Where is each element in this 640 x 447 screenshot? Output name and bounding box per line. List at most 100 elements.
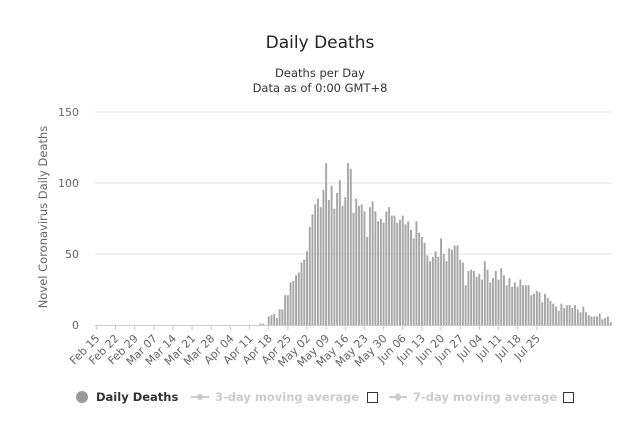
bar[interactable] (415, 221, 418, 325)
bar[interactable] (325, 163, 328, 325)
bar[interactable] (502, 275, 505, 325)
bar[interactable] (472, 271, 475, 325)
bar[interactable] (429, 261, 432, 325)
bar[interactable] (377, 221, 380, 325)
bar[interactable] (385, 211, 388, 325)
bar[interactable] (341, 205, 344, 325)
bar[interactable] (541, 302, 544, 325)
bar[interactable] (470, 269, 473, 325)
checkbox-3-day-moving-average[interactable] (367, 392, 378, 403)
bar[interactable] (442, 254, 445, 325)
bar[interactable] (492, 278, 494, 325)
bar[interactable] (278, 309, 281, 325)
bar[interactable] (434, 251, 437, 325)
bar[interactable] (582, 306, 585, 325)
bar[interactable] (275, 317, 278, 325)
bar[interactable] (519, 279, 522, 325)
bar[interactable] (538, 292, 541, 325)
bar[interactable] (606, 316, 609, 325)
bar[interactable] (371, 201, 374, 325)
bar[interactable] (347, 163, 349, 325)
bar[interactable] (563, 307, 566, 325)
bar[interactable] (544, 293, 546, 325)
bar[interactable] (448, 248, 451, 325)
bar[interactable] (549, 300, 552, 325)
bar[interactable] (412, 238, 415, 325)
bar[interactable] (505, 285, 508, 325)
bar[interactable] (390, 215, 393, 325)
legend-item-7-day-moving-average[interactable]: 7-day moving average (389, 386, 557, 408)
legend-item-daily-deaths[interactable]: Daily Deaths (76, 386, 178, 408)
bar[interactable] (585, 312, 587, 325)
bar[interactable] (355, 198, 358, 325)
bar[interactable] (494, 271, 497, 325)
bar[interactable] (316, 198, 319, 325)
bar[interactable] (270, 315, 273, 325)
bar[interactable] (568, 305, 571, 325)
bar[interactable] (565, 305, 568, 325)
bar[interactable] (314, 204, 317, 325)
bar[interactable] (363, 211, 366, 325)
bar[interactable] (478, 273, 481, 325)
bar[interactable] (382, 222, 385, 325)
bar[interactable] (327, 200, 330, 325)
bar[interactable] (552, 303, 555, 325)
bar[interactable] (445, 261, 448, 325)
bar[interactable] (379, 218, 382, 326)
bar[interactable] (333, 208, 336, 325)
bar[interactable] (431, 256, 434, 325)
bar[interactable] (516, 286, 519, 325)
bar[interactable] (407, 221, 410, 325)
bar[interactable] (388, 207, 391, 325)
bar[interactable] (393, 215, 396, 325)
bar[interactable] (609, 322, 612, 325)
bar[interactable] (535, 290, 538, 325)
bar[interactable] (467, 271, 470, 325)
bar[interactable] (571, 307, 574, 325)
bar[interactable] (486, 269, 489, 325)
bar[interactable] (358, 205, 360, 325)
bar[interactable] (456, 245, 459, 325)
bar[interactable] (303, 259, 306, 325)
bar[interactable] (557, 310, 560, 325)
bar[interactable] (574, 305, 577, 325)
bar[interactable] (453, 245, 456, 325)
legend-item-3-day-moving-average[interactable]: 3-day moving average (191, 386, 359, 408)
bar[interactable] (319, 207, 322, 325)
bar[interactable] (533, 293, 535, 325)
bar[interactable] (522, 285, 525, 325)
bar[interactable] (311, 214, 314, 325)
bar[interactable] (306, 251, 308, 325)
bar[interactable] (527, 285, 530, 325)
bar[interactable] (289, 282, 292, 325)
bar[interactable] (401, 215, 404, 325)
bar[interactable] (426, 255, 429, 325)
checkbox-7-day-moving-average[interactable] (563, 392, 574, 403)
bar[interactable] (259, 323, 262, 325)
bar[interactable] (546, 298, 549, 325)
bar[interactable] (497, 279, 500, 325)
bar[interactable] (459, 259, 462, 325)
bar[interactable] (284, 295, 287, 325)
bar[interactable] (330, 185, 333, 325)
bar[interactable] (423, 242, 426, 325)
bar[interactable] (475, 276, 478, 325)
bar[interactable] (273, 313, 276, 325)
bar[interactable] (308, 227, 311, 325)
bar[interactable] (508, 278, 511, 325)
bar[interactable] (281, 309, 284, 325)
bar[interactable] (560, 303, 563, 325)
bar[interactable] (352, 212, 355, 325)
bar[interactable] (440, 238, 442, 325)
bar[interactable] (596, 316, 598, 325)
bar[interactable] (300, 262, 303, 325)
bar[interactable] (267, 316, 270, 325)
bar[interactable] (322, 190, 325, 325)
bar[interactable] (511, 286, 514, 325)
bar[interactable] (576, 309, 579, 325)
bar[interactable] (418, 232, 421, 325)
bar[interactable] (461, 262, 464, 325)
bar[interactable] (601, 319, 604, 325)
bar[interactable] (524, 285, 527, 325)
bar[interactable] (399, 219, 401, 325)
